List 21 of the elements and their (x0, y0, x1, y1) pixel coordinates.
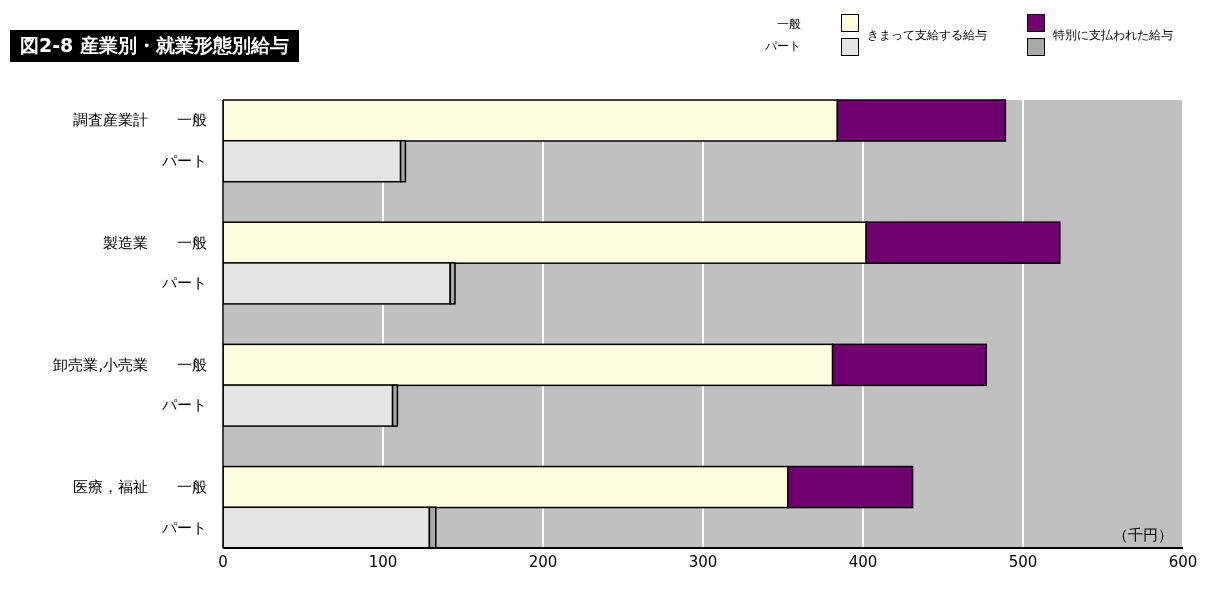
chart-title: 図2-8 産業別・就業形態別給与 (10, 30, 299, 62)
category-label: 調査産業計 一般 (73, 111, 207, 130)
category-label: 製造業 一般 (103, 233, 207, 252)
x-tick-label: 300 (688, 552, 718, 571)
x-tick-label: 400 (848, 552, 878, 571)
x-tick-label: 100 (368, 552, 398, 571)
x-tick-label: 200 (528, 552, 558, 571)
y-tick-label: パート (161, 518, 207, 537)
y-tick-label: パート (161, 152, 207, 171)
category-label: 医療，福祉 一般 (73, 477, 207, 496)
y-tick-label: パート (161, 396, 207, 415)
text: 特別に支払われた給与 (1053, 26, 1173, 44)
y-tick-label: パート (161, 274, 207, 293)
text: パート (765, 38, 801, 54)
x-tick-label: 0 (218, 552, 228, 571)
x-axis-title: （千円） (1113, 526, 1173, 544)
x-tick-label: 600 (1168, 552, 1198, 571)
text: きまって支給する給与 (867, 26, 987, 44)
category-label: 卸売業,小売業 一般 (53, 355, 207, 374)
text: 一般 (777, 16, 801, 32)
x-tick-label: 500 (1008, 552, 1038, 571)
